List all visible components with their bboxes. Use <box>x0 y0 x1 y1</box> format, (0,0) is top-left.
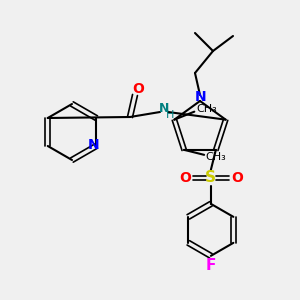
Text: O: O <box>179 171 191 185</box>
Text: N: N <box>195 90 207 104</box>
Text: O: O <box>132 82 144 96</box>
Text: F: F <box>206 258 216 273</box>
Text: H: H <box>166 110 174 120</box>
Text: O: O <box>231 171 243 185</box>
Text: CH₃: CH₃ <box>206 152 226 162</box>
Text: S: S <box>206 170 216 185</box>
Text: N: N <box>159 103 169 116</box>
Text: CH₃: CH₃ <box>196 104 217 114</box>
Text: N: N <box>87 138 99 152</box>
